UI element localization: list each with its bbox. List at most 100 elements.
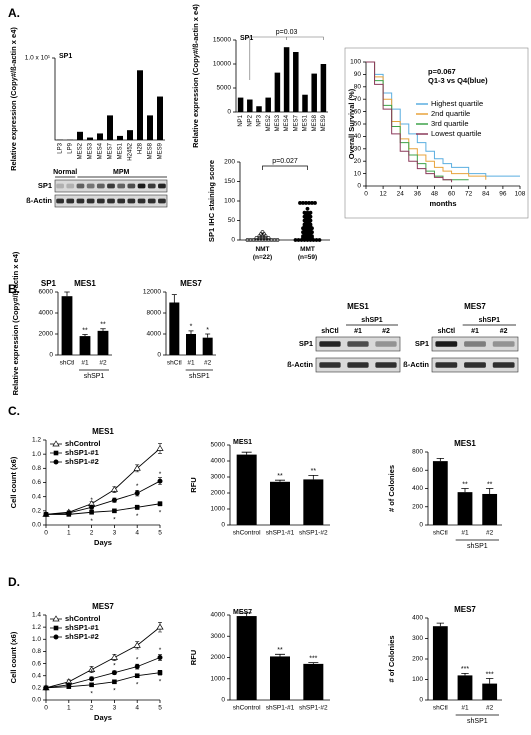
point: [308, 210, 313, 215]
x-tick-label: MES1: [118, 142, 124, 159]
x-tick-label: H28: [138, 142, 144, 154]
y-tick-label: 2000: [211, 654, 226, 661]
chart-title: SP1: [59, 53, 72, 60]
lane-label: #1: [354, 328, 362, 335]
error-bar: [275, 479, 285, 482]
y-tick-label: 10: [354, 170, 362, 177]
x-tick-label: NP2: [247, 114, 253, 126]
bracket: [249, 36, 324, 80]
x-tick-label: shCtl: [433, 530, 448, 537]
x-tick-label: MES3: [88, 142, 94, 159]
y-tick-label: 200: [224, 159, 235, 166]
bar: [482, 493, 498, 525]
y-tick-label: 400: [412, 485, 423, 492]
significance-label: ***: [461, 666, 469, 673]
marker: [156, 444, 164, 451]
y-tick-label: 1.0: [32, 451, 41, 458]
y-tick-label: 4000: [147, 331, 162, 338]
chart-title: MES7: [454, 605, 476, 614]
blot-band: [435, 341, 458, 347]
blot-band: [375, 341, 397, 347]
x-tick-label: #1: [461, 530, 469, 537]
significance-label: *: [113, 490, 116, 497]
chart-label: SP1: [41, 279, 57, 288]
x-tick-label: LP3: [58, 142, 64, 153]
marker: [157, 670, 163, 675]
x-tick-label: MES8: [312, 114, 318, 131]
bar: [186, 334, 196, 355]
marker: [133, 641, 141, 648]
y-tick-label: 1.4: [32, 612, 41, 619]
y-tick-label: 100: [350, 59, 361, 66]
bar: [157, 96, 163, 140]
marker: [156, 623, 164, 630]
marker: [87, 665, 96, 672]
point: [260, 230, 265, 235]
point: [305, 206, 310, 211]
bar: [236, 616, 257, 700]
band-label: SP1: [299, 339, 313, 348]
blot-band: [158, 183, 166, 189]
x-tick-label: 0: [44, 530, 48, 537]
y-tick-label: 40: [354, 133, 362, 140]
marker: [53, 625, 59, 631]
bar: [274, 72, 281, 112]
marker: [157, 478, 163, 484]
bar: [311, 73, 317, 112]
bar: [127, 130, 133, 140]
y-tick-label: 0: [419, 697, 423, 704]
bracket: [262, 165, 308, 170]
chart-title: MES1: [74, 279, 96, 288]
x-tick-label: 2: [90, 530, 94, 537]
point: [275, 238, 280, 242]
x-axis-label: months: [429, 199, 456, 208]
y-tick-label: 0.8: [32, 465, 41, 472]
marker: [43, 511, 49, 517]
y-tick-label: 0.2: [32, 685, 41, 692]
x-tick-label: 3: [113, 705, 117, 712]
y-tick-label: 2000: [211, 490, 226, 497]
error-bar: [461, 488, 469, 493]
x-tick-label: MES8: [148, 142, 154, 159]
significance-label: ***: [486, 671, 494, 678]
p-value: p=0.027: [272, 158, 298, 165]
blot-title: MES1: [347, 302, 369, 311]
band-label: ß-Actin: [287, 360, 313, 369]
x-tick-label: #2: [99, 360, 107, 367]
y-tick-label: 60: [354, 108, 362, 115]
y-tick-label: 30: [354, 146, 362, 153]
error-bar: [308, 662, 319, 664]
significance-label: *: [159, 647, 162, 654]
y-tick-label: 2000: [39, 331, 54, 338]
bar: [293, 52, 299, 112]
series-line: [45, 448, 161, 515]
lane-label: #2: [500, 328, 508, 335]
significance-label: ***: [309, 655, 317, 662]
legend-label: shSP1-#1: [65, 448, 99, 457]
blot-band: [147, 183, 156, 189]
y-tick-label: 300: [412, 635, 423, 642]
blot-band: [56, 198, 64, 204]
x-tick-label: MES4: [98, 142, 104, 159]
x-tick-label: 5: [158, 705, 162, 712]
blot-band: [319, 362, 341, 368]
blot-band: [137, 183, 146, 189]
blot-band: [107, 198, 115, 204]
significance-label: *: [159, 509, 162, 516]
error-bar: [485, 488, 494, 494]
chart-title: MES1: [92, 427, 114, 436]
bar: [457, 675, 473, 700]
marker: [110, 485, 119, 492]
marker: [53, 450, 59, 456]
significance-label: *: [90, 497, 93, 504]
x-tick-label: 108: [515, 191, 526, 198]
x-tick-label: 0: [364, 191, 368, 198]
y-axis-label: RFU: [189, 477, 198, 492]
y-axis-label: Relative expression (Copy#/ß-actin x e4): [11, 251, 20, 395]
lane-label: shCtl: [321, 328, 339, 335]
lane-label: #1: [471, 328, 479, 335]
blot-band: [117, 198, 126, 204]
series-line: [45, 626, 161, 689]
y-axis-label: Overall Survival (%): [347, 88, 356, 159]
significance-label: *: [90, 518, 93, 525]
